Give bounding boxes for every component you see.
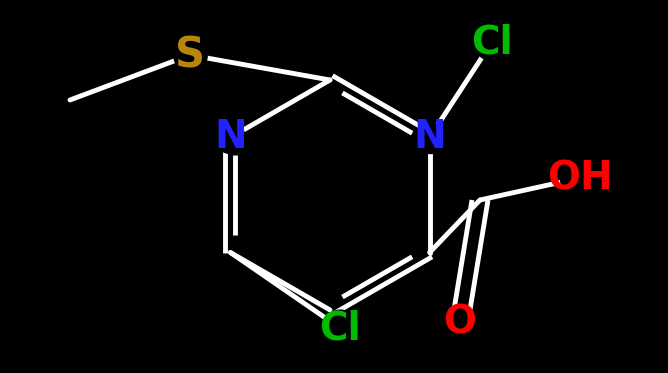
- Text: S: S: [175, 34, 205, 76]
- Text: N: N: [413, 119, 446, 157]
- Text: Cl: Cl: [471, 23, 513, 61]
- Text: O: O: [444, 303, 476, 341]
- Text: N: N: [214, 119, 246, 157]
- Text: Cl: Cl: [319, 309, 361, 347]
- Text: OH: OH: [547, 159, 613, 197]
